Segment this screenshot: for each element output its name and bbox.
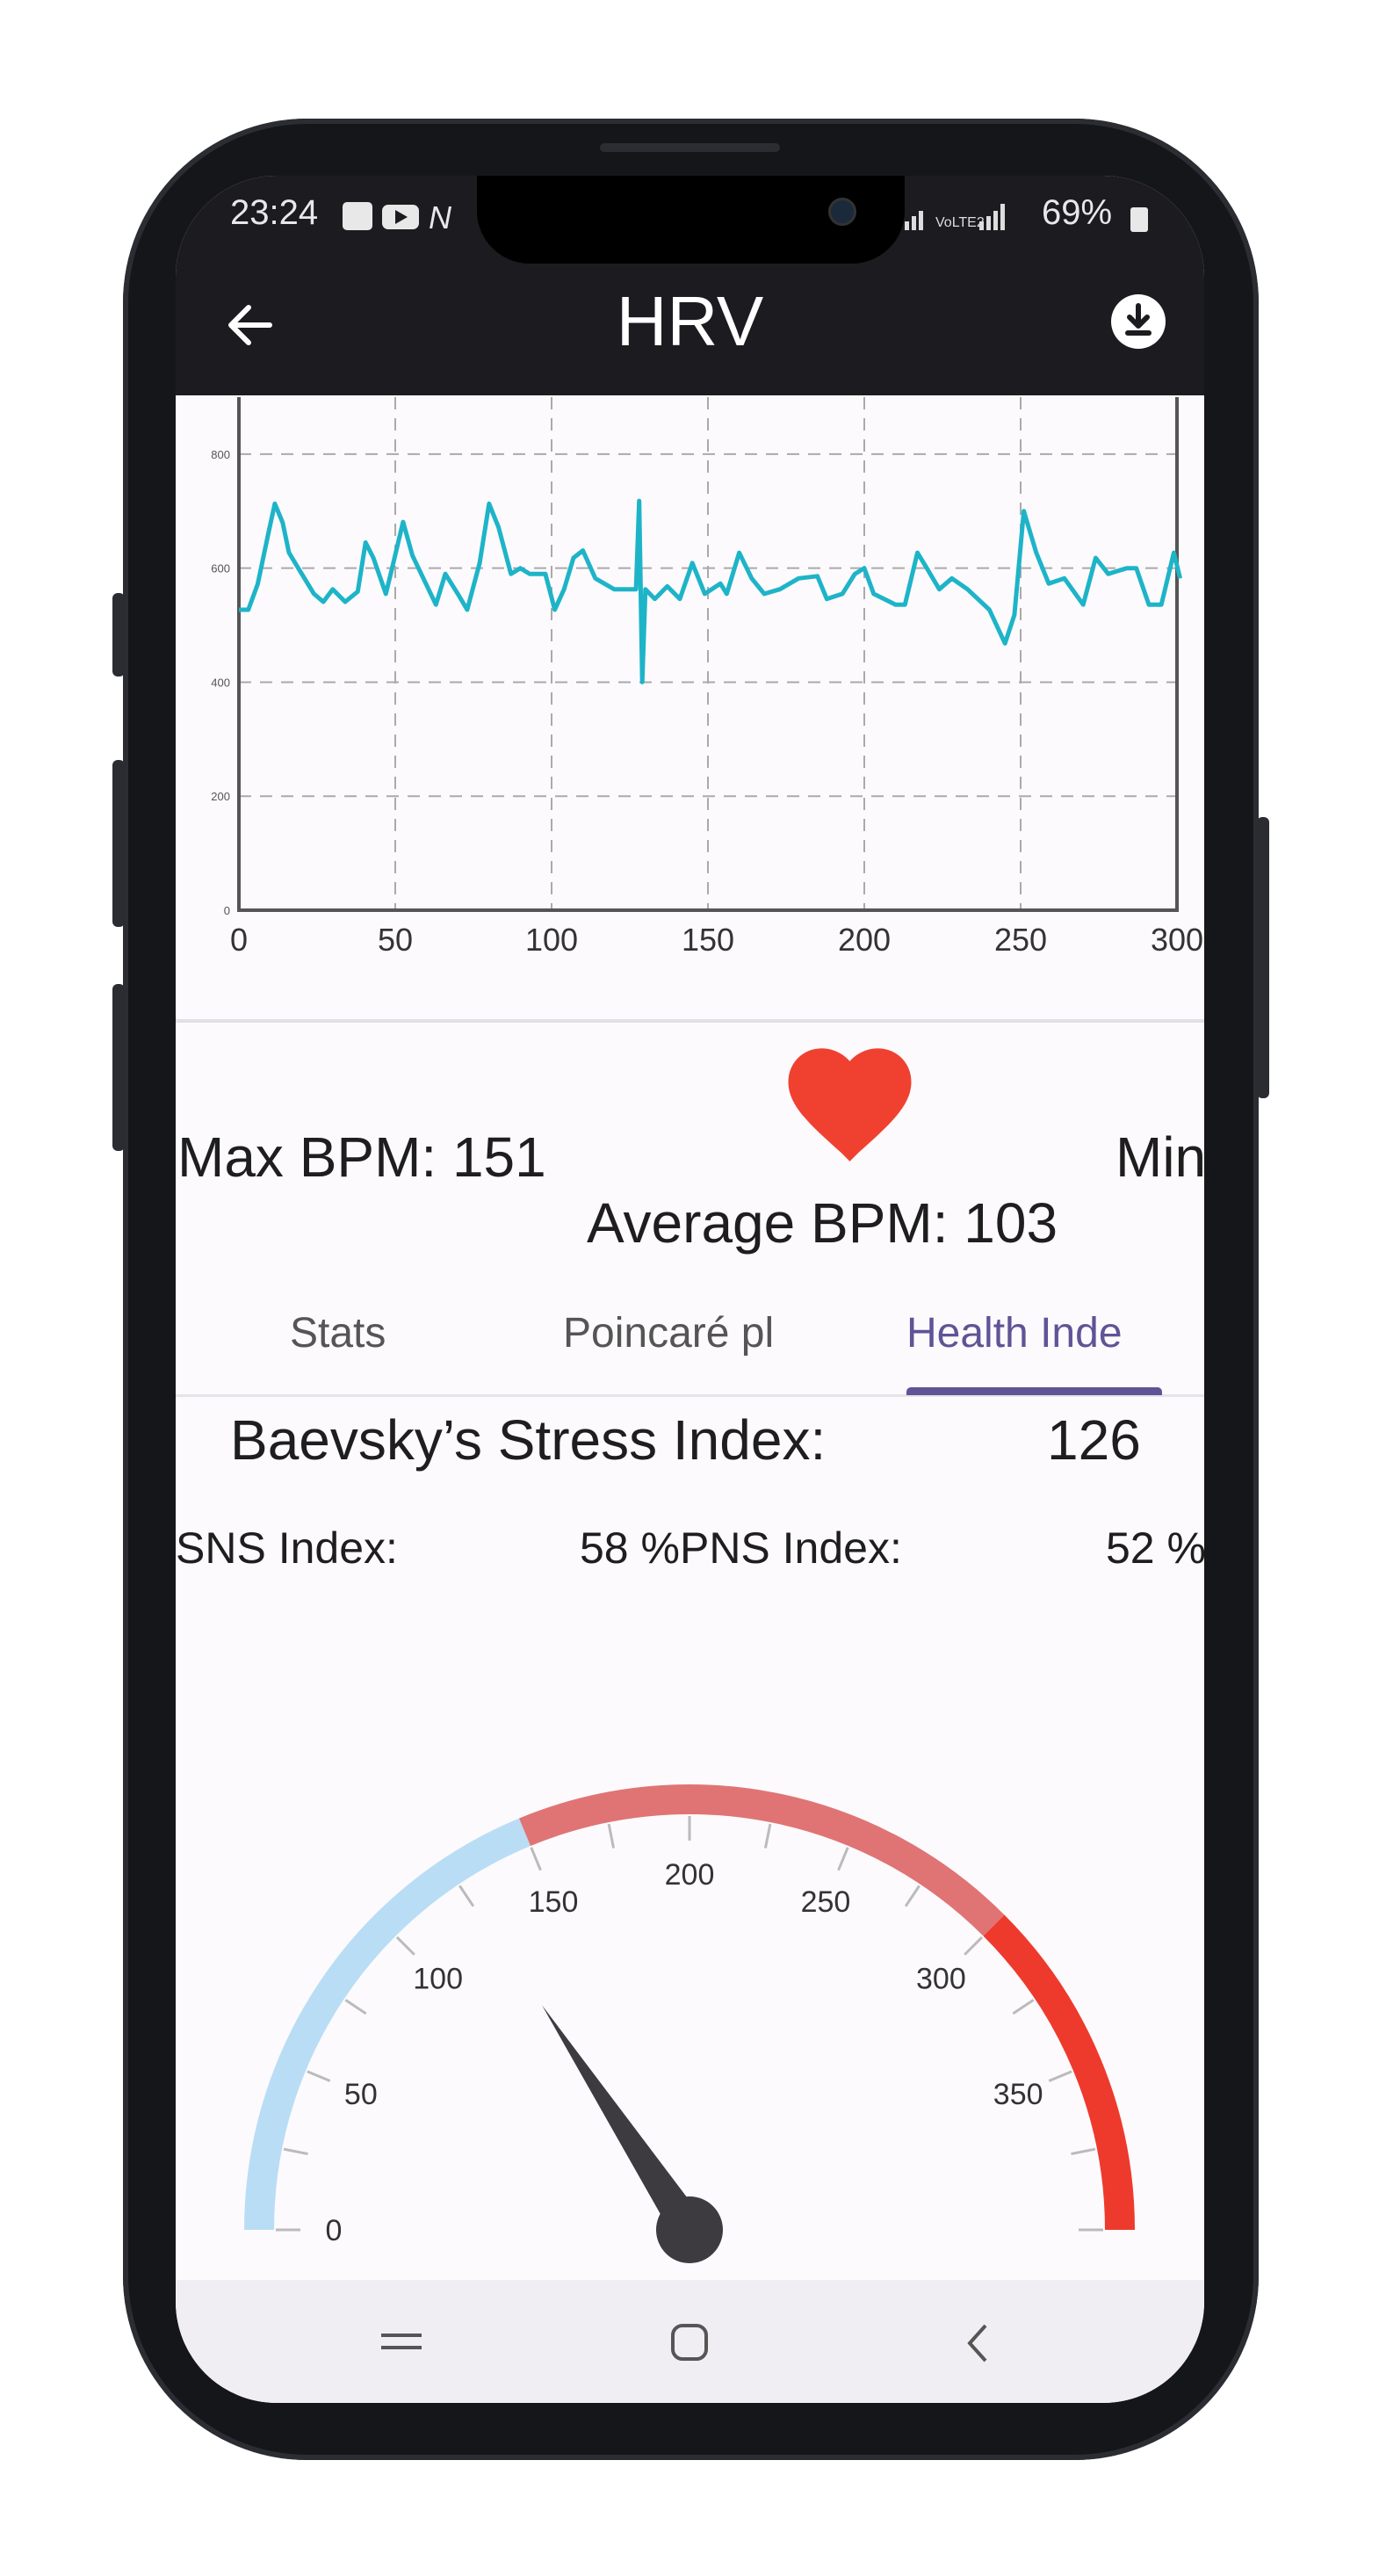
active-tab-indicator xyxy=(906,1387,1162,1395)
nfc-icon: N xyxy=(429,200,452,232)
gauge-tick xyxy=(1048,2070,1072,2082)
page-title: HRV xyxy=(616,282,764,360)
notification-icons: N xyxy=(343,200,452,232)
gauge-tick-label: 50 xyxy=(344,2078,378,2111)
back-chevron-icon[interactable] xyxy=(964,2322,991,2364)
volume-down-button xyxy=(112,984,125,1151)
tab-stats[interactable]: Stats xyxy=(290,1310,386,1357)
battery-icon xyxy=(1130,207,1148,232)
gauge-tick xyxy=(763,1823,772,1849)
gauge-tick xyxy=(530,1847,542,1871)
app-header: 23:24 N VoLTE2 69% HRV xyxy=(176,176,1204,395)
x-tick-label: 50 xyxy=(378,922,413,958)
home-icon[interactable] xyxy=(669,2322,710,2363)
y-tick-label: 600 xyxy=(211,562,230,575)
gauge-tick xyxy=(458,1885,475,1907)
x-tick-label: 100 xyxy=(525,922,578,958)
gallery-icon xyxy=(343,202,372,230)
gauge-needle-hub xyxy=(656,2196,723,2263)
download-icon[interactable] xyxy=(1110,293,1166,350)
recents-icon[interactable] xyxy=(378,2328,425,2355)
status-time: 23:24 xyxy=(230,193,319,232)
gauge-tick xyxy=(607,1823,616,1849)
gauge-tick xyxy=(1071,2147,1096,2156)
svg-text:VoLTE2: VoLTE2 xyxy=(935,215,985,230)
max-bpm: Max BPM: 151 xyxy=(177,1125,546,1189)
gauge-tick xyxy=(1012,1999,1035,2015)
section-divider xyxy=(176,1019,1204,1023)
gauge-tick xyxy=(964,1936,984,1956)
gauge-tick-label: 0 xyxy=(326,2214,343,2247)
gauge-tick xyxy=(837,1847,849,1871)
tab-poincare-plot[interactable]: Poincaré pl xyxy=(563,1310,775,1357)
y-tick-label: 0 xyxy=(224,904,230,917)
stress-index-value: 126 xyxy=(1047,1408,1141,1472)
volume-up-button xyxy=(112,760,125,927)
gauge-tick xyxy=(283,2147,308,2156)
signal-icons: VoLTE2 xyxy=(905,204,1005,230)
gauge-tick-label: 250 xyxy=(801,1885,851,1919)
system-nav-bar xyxy=(176,2280,1204,2403)
x-tick-label: 250 xyxy=(994,922,1047,958)
back-arrow-icon[interactable] xyxy=(224,299,277,351)
gauge-tick-label: 100 xyxy=(413,1963,463,1996)
y-tick-label: 400 xyxy=(211,676,230,689)
battery-percent: 69% xyxy=(1042,193,1113,232)
tab-bar-divider xyxy=(176,1394,1204,1397)
average-bpm: Average BPM: 103 xyxy=(587,1191,1058,1255)
x-tick-label: 200 xyxy=(838,922,891,958)
heart-icon xyxy=(788,1048,912,1161)
stress-index-label: Baevsky’s Stress Index: xyxy=(230,1408,827,1472)
camera-icon xyxy=(828,198,856,226)
gauge-range-arc xyxy=(518,1784,1005,1936)
x-tick-label: 150 xyxy=(682,922,734,958)
gauge-tick-label: 150 xyxy=(529,1885,579,1919)
gauge-tick-label: 200 xyxy=(665,1858,715,1892)
plot-frame xyxy=(237,397,1179,912)
gauge-needle xyxy=(541,2005,704,2240)
rr-interval-chart: 0 50 100 150 200 250 300 0 200 400 600 800 xyxy=(211,397,1203,958)
stress-gauge: 0 50 100 150 200 250 300 350 xyxy=(244,1784,1135,2263)
sns-pns-text: 58 %PNS Index: xyxy=(580,1523,902,1573)
gauge-tick xyxy=(344,1999,367,2015)
gauge-tick xyxy=(395,1936,415,1956)
gauge-range-arc xyxy=(244,1818,531,2231)
gauge-range-arc xyxy=(983,1914,1135,2231)
notch xyxy=(477,176,905,264)
y-tick-label: 200 xyxy=(211,790,230,803)
tab-health-index[interactable]: Health Inde xyxy=(906,1310,1123,1357)
gauge-tick-label: 300 xyxy=(916,1963,966,1996)
phone-side-button xyxy=(112,593,125,677)
gauge-tick-label: 350 xyxy=(993,2078,1043,2111)
phone-screen: 23:24 N VoLTE2 69% HRV 0 50 100 150 200 250 30… xyxy=(176,176,1204,2403)
rr-series-line xyxy=(239,498,1183,684)
y-tick-label: 800 xyxy=(211,448,230,461)
gauge-tick xyxy=(307,2070,331,2082)
x-tick-label: 300 xyxy=(1151,922,1203,958)
gauge-tick xyxy=(904,1885,921,1907)
min-bpm: Min xyxy=(1115,1125,1204,1189)
power-button xyxy=(1257,817,1269,1098)
speaker-grille xyxy=(600,143,780,152)
x-tick-label: 0 xyxy=(230,922,248,958)
sns-index-label: SNS Index: xyxy=(176,1523,398,1573)
pns-index-value: 52 % xyxy=(1106,1523,1204,1573)
